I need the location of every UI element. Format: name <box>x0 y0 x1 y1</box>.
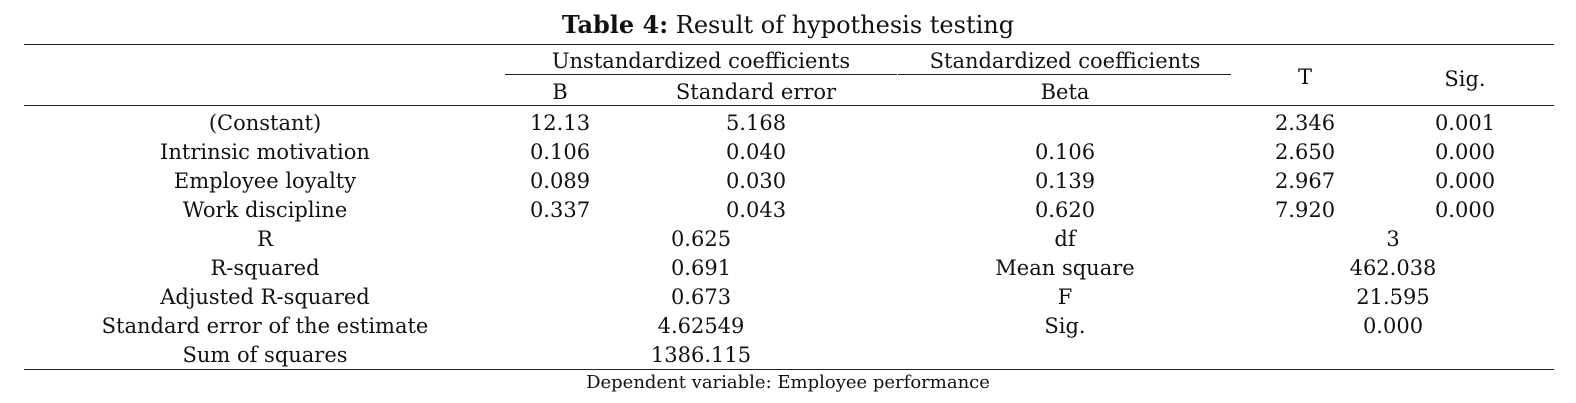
coef-sig-value: 0.000 <box>1434 140 1496 164</box>
header-b: B <box>552 80 568 104</box>
coef-t-value: 2.346 <box>1274 111 1336 135</box>
summary-stat-label: Adjusted R-squared <box>160 285 370 309</box>
coef-beta-value: 0.620 <box>1034 198 1096 222</box>
summary-anova-label: Mean square <box>995 256 1135 280</box>
header-t: T <box>1297 65 1313 89</box>
group-rule-unstandardized <box>505 74 897 75</box>
coef-b-value: 0.106 <box>529 140 591 164</box>
table-caption: Table 4: Result of hypothesis testing <box>0 10 1576 40</box>
summary-stat-label: R <box>257 227 273 251</box>
summary-stat-value: 0.625 <box>670 227 732 251</box>
summary-anova-label: df <box>1054 227 1076 251</box>
summary-stat-label: Sum of squares <box>182 343 348 367</box>
summary-anova-value: 3 <box>1386 227 1400 251</box>
coef-variable-name: Intrinsic motivation <box>160 140 370 164</box>
coef-sig-value: 0.001 <box>1434 111 1496 135</box>
coef-b-value: 0.337 <box>529 198 591 222</box>
coef-t-value: 2.650 <box>1274 140 1336 164</box>
summary-anova-label: Sig. <box>1044 314 1086 338</box>
coef-std-error-value: 5.168 <box>725 111 787 135</box>
coef-t-value: 2.967 <box>1274 169 1336 193</box>
coef-variable-name: Employee loyalty <box>173 169 357 193</box>
coef-b-value: 12.13 <box>529 111 591 135</box>
summary-stat-value: 1386.115 <box>650 343 752 367</box>
summary-stat-value: 4.62549 <box>657 314 745 338</box>
coef-sig-value: 0.000 <box>1434 198 1496 222</box>
summary-anova-value: 462.038 <box>1349 256 1437 280</box>
summary-stat-value: 0.673 <box>670 285 732 309</box>
coef-b-value: 0.089 <box>529 169 591 193</box>
bottom-rule <box>24 369 1554 370</box>
coef-beta-value: 0.106 <box>1034 140 1096 164</box>
header-rule <box>24 105 1554 106</box>
header-standardized-coefficients: Standardized coefficients <box>929 49 1201 73</box>
summary-anova-value: 0.000 <box>1362 314 1424 338</box>
coef-beta-value: 0.139 <box>1034 169 1096 193</box>
group-rule-standardized <box>898 74 1231 75</box>
top-rule <box>24 44 1554 45</box>
summary-anova-label: F <box>1057 285 1073 309</box>
coef-std-error-value: 0.040 <box>725 140 787 164</box>
header-sig: Sig. <box>1444 67 1486 91</box>
summary-stat-value: 0.691 <box>670 256 732 280</box>
header-unstandardized-coefficients: Unstandardized coefficients <box>551 49 851 73</box>
summary-stat-label: R-squared <box>210 256 320 280</box>
coef-variable-name: (Constant) <box>208 111 322 135</box>
coef-t-value: 7.920 <box>1274 198 1336 222</box>
coef-sig-value: 0.000 <box>1434 169 1496 193</box>
coef-std-error-value: 0.030 <box>725 169 787 193</box>
table-caption-text: Result of hypothesis testing <box>675 11 1015 39</box>
coef-variable-name: Work discipline <box>182 198 348 222</box>
summary-stat-label: Standard error of the estimate <box>101 314 429 338</box>
table-footnote: Dependent variable: Employee performance <box>586 372 990 393</box>
header-beta: Beta <box>1040 80 1090 104</box>
table-caption-label: Table 4: <box>561 10 669 39</box>
coef-std-error-value: 0.043 <box>725 198 787 222</box>
summary-anova-value: 21.595 <box>1356 285 1430 309</box>
header-standard-error: Standard error <box>675 80 837 104</box>
